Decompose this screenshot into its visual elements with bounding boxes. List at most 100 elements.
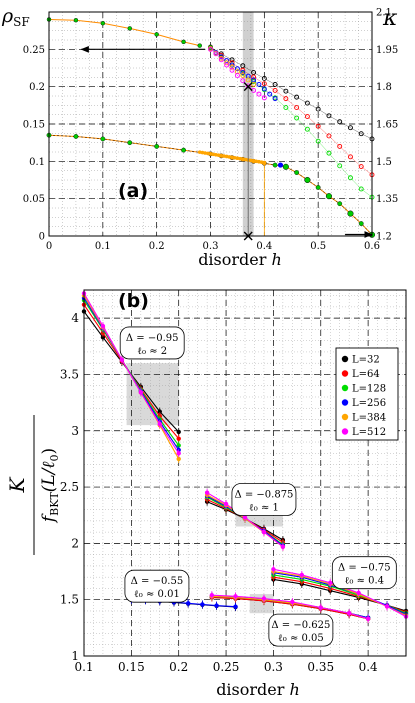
legend-label: L=384 bbox=[352, 413, 386, 424]
kappa-dense-point bbox=[262, 160, 267, 165]
rho-point bbox=[283, 96, 289, 102]
data-point bbox=[261, 596, 267, 601]
rho-point bbox=[294, 105, 300, 111]
rho-point bbox=[272, 87, 278, 93]
kappa-dense-point bbox=[238, 156, 242, 161]
x-tick-label: 0.3 bbox=[203, 241, 219, 252]
rho-point bbox=[261, 81, 267, 87]
annotation-l0: ℓ₀ ≈ 2 bbox=[137, 346, 167, 357]
rho-point bbox=[261, 76, 267, 81]
rho-point bbox=[283, 88, 289, 94]
data-point bbox=[233, 604, 238, 609]
data-point bbox=[185, 601, 191, 606]
legend-box bbox=[335, 347, 399, 441]
rho-common-point bbox=[197, 43, 202, 48]
rho-point bbox=[240, 73, 246, 78]
y-tick-label: 1.5 bbox=[60, 593, 79, 607]
data-point bbox=[204, 490, 210, 495]
panel-a-ticks: 0 0.1 0.2 0.3 0.4 0.5 0.6 0 0.05 0.1 0.15 0.2 0.25 1.… bbox=[23, 8, 399, 253]
x-tick-label: 0.5 bbox=[310, 241, 326, 252]
data-point bbox=[356, 590, 361, 596]
y-tick-label-right: 2.1 bbox=[376, 8, 392, 19]
annotation-delta: Δ = −0.75 bbox=[338, 563, 391, 574]
legend-marker bbox=[341, 399, 349, 406]
rho-point bbox=[294, 115, 300, 121]
y-tick-label-left: 0.25 bbox=[23, 45, 45, 56]
rho-point bbox=[251, 77, 257, 83]
y-tick-label: 2 bbox=[71, 536, 79, 550]
data-point bbox=[176, 451, 181, 456]
data-point bbox=[176, 443, 181, 448]
annotation-box bbox=[268, 613, 334, 647]
annotation-box bbox=[119, 326, 185, 360]
annotation-l0: ℓ₀ ≈ 1 bbox=[249, 502, 279, 513]
rho-point bbox=[272, 81, 278, 87]
panel-b: 0.1 0.15 0.2 0.25 0.3 0.35 0.4 1 1.5 2 2.5 3 3.5 4 Δ … bbox=[5, 289, 409, 699]
panel-b-ticks: 0.1 0.15 0.2 0.25 0.3 0.35 0.4 1 1.5 2 2.5 3 3.5 4 bbox=[60, 311, 378, 674]
annotation-delta: Δ = −0.625 bbox=[271, 620, 330, 631]
rho-point bbox=[326, 113, 332, 119]
rho-point bbox=[240, 78, 246, 84]
y-tick-label-right: 1.8 bbox=[376, 82, 392, 93]
x-tick-label: 0.2 bbox=[149, 241, 165, 252]
kappa-point bbox=[127, 140, 133, 146]
kappa-point bbox=[73, 134, 79, 139]
panel-b-frame bbox=[83, 289, 407, 657]
rho-common-point bbox=[154, 32, 159, 37]
rho-common-point bbox=[127, 26, 132, 31]
legend-label: L=32 bbox=[352, 355, 380, 366]
annotation-l0: ℓ₀ ≈ 0.4 bbox=[345, 576, 384, 587]
kappa-green-point bbox=[347, 210, 354, 217]
legend-marker bbox=[341, 355, 349, 363]
panel-b-xlabel: disorder h bbox=[216, 680, 300, 699]
kappa-dense-point bbox=[254, 159, 259, 164]
y-tick-label-left: 0.1 bbox=[29, 157, 45, 168]
kappa-dense-point bbox=[206, 151, 210, 156]
data-point bbox=[100, 335, 106, 340]
annotation-l0: ℓ₀ ≈ 0.01 bbox=[134, 589, 180, 600]
kappa-dense-point bbox=[259, 160, 264, 164]
series-line bbox=[83, 293, 180, 454]
annotation-l0: ℓ₀ ≈ 0.05 bbox=[278, 633, 324, 644]
legend-marker bbox=[341, 428, 349, 435]
data-point bbox=[100, 323, 106, 329]
kappa-point bbox=[358, 221, 364, 226]
kappa-point bbox=[294, 170, 300, 175]
legend-marker bbox=[341, 370, 349, 377]
rho-point bbox=[337, 119, 343, 125]
kappa-dense-point bbox=[241, 157, 245, 161]
data-point bbox=[200, 602, 205, 607]
y-tick-label-right: 1.65 bbox=[376, 120, 398, 131]
data-point bbox=[176, 456, 181, 462]
panel-a-label: (a) bbox=[118, 180, 148, 202]
data-point bbox=[209, 592, 215, 598]
rho-point bbox=[261, 86, 267, 92]
shaded-region bbox=[126, 363, 179, 426]
rho-common-point bbox=[73, 18, 79, 23]
y-tick-label: 3 bbox=[71, 424, 79, 438]
x-tick-label: 0.25 bbox=[213, 660, 240, 674]
rho-point bbox=[315, 123, 321, 129]
data-point bbox=[280, 544, 286, 549]
kappa-green-point bbox=[282, 163, 289, 170]
rho-point bbox=[294, 94, 300, 100]
x-tick-label: 0.4 bbox=[256, 241, 272, 252]
panel-a: 0 0.1 0.2 0.3 0.4 0.5 0.6 0 0.05 0.1 0.15 0.2 0.25 1.… bbox=[1, 5, 398, 269]
x-tick-label: 0.15 bbox=[118, 660, 145, 674]
data-point bbox=[223, 501, 229, 507]
x-tick-label: 0.3 bbox=[264, 660, 283, 674]
x-tick-label: 0.4 bbox=[359, 660, 378, 674]
kappa-green-point bbox=[304, 176, 311, 184]
data-point bbox=[328, 580, 333, 585]
rho-point bbox=[304, 114, 310, 119]
annotation-delta: Δ = −0.875 bbox=[234, 489, 293, 500]
rho-point bbox=[315, 106, 321, 112]
rho-point bbox=[234, 66, 240, 72]
kappa-dense-point bbox=[249, 158, 253, 163]
legend-marker bbox=[341, 384, 349, 392]
legend-label: L=512 bbox=[352, 427, 386, 438]
y-tick-label: 3.5 bbox=[60, 367, 79, 381]
annotation-box bbox=[231, 483, 297, 516]
annotation-delta: Δ = −0.55 bbox=[131, 576, 184, 587]
panel-b-legend: L=32 L=64 L=128 L=256 L=384 L=512 bbox=[335, 347, 399, 441]
